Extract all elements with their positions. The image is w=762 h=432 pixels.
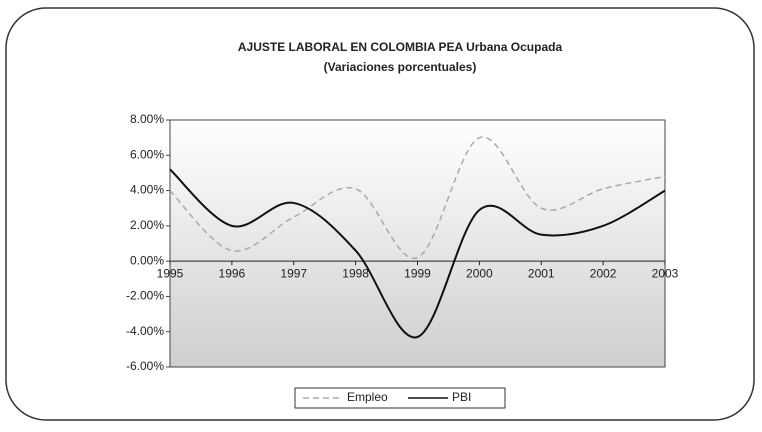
y-tick-label: -6.00% bbox=[126, 359, 164, 373]
chart-subtitle: (Variaciones porcentuales) bbox=[324, 60, 477, 74]
x-tick-label: 1999 bbox=[404, 266, 431, 280]
y-tick-label: -2.00% bbox=[126, 289, 164, 303]
x-tick-label: 2003 bbox=[652, 266, 679, 280]
legend-label: PBI bbox=[452, 390, 471, 404]
series-line bbox=[169, 136, 666, 259]
y-tick-label: 8.00% bbox=[130, 112, 164, 126]
y-tick-label: 2.00% bbox=[130, 218, 164, 232]
y-tick-label: -4.00% bbox=[126, 324, 164, 338]
y-tick-label: 0.00% bbox=[130, 253, 164, 267]
series-line bbox=[169, 168, 666, 339]
x-tick-label: 1995 bbox=[157, 266, 184, 280]
x-tick-label: 1998 bbox=[342, 266, 369, 280]
plot-area bbox=[169, 119, 666, 368]
y-tick-label: 4.00% bbox=[130, 183, 164, 197]
x-tick-label: 1996 bbox=[219, 266, 246, 280]
legend-box bbox=[294, 387, 506, 409]
x-tick-label: 1997 bbox=[280, 266, 307, 280]
x-tick-label: 2000 bbox=[466, 266, 493, 280]
legend-label: Empleo bbox=[347, 390, 388, 404]
chart-title: AJUSTE LABORAL EN COLOMBIA PEA Urbana Oc… bbox=[238, 40, 563, 54]
x-tick-label: 2002 bbox=[590, 266, 617, 280]
y-tick-label: 6.00% bbox=[130, 147, 164, 161]
x-tick-label: 2001 bbox=[528, 266, 555, 280]
